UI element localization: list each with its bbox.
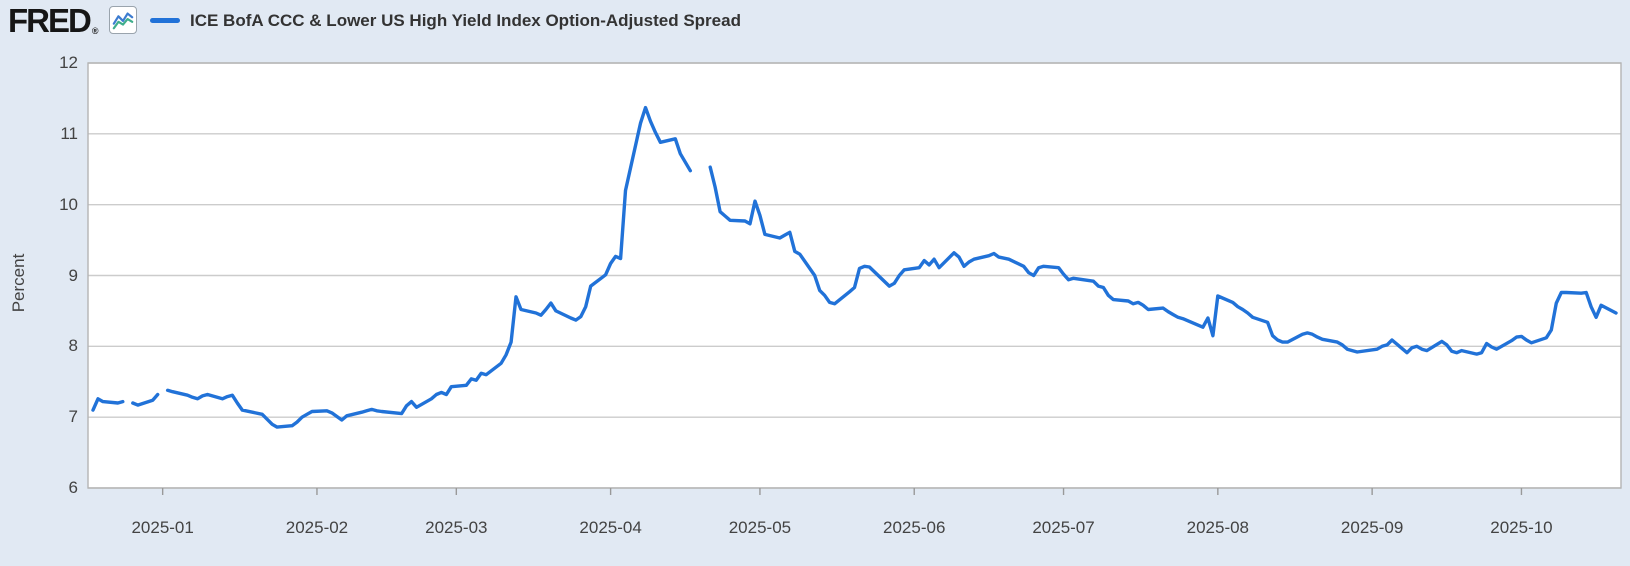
y-tick-label-8: 8 xyxy=(68,336,78,356)
y-tick-label-6: 6 xyxy=(68,478,78,497)
x-tick-label-2025-04: 2025-04 xyxy=(579,518,642,537)
y-tick-label-11: 11 xyxy=(60,123,78,143)
fred-graph-icon xyxy=(109,6,137,34)
x-tick-label-2025-05: 2025-05 xyxy=(728,518,792,537)
x-tick-label-2025-06: 2025-06 xyxy=(883,518,946,537)
series-line xyxy=(131,392,160,407)
y-tick-label-10: 10 xyxy=(59,194,78,214)
series-line xyxy=(708,165,1618,356)
line-chart-icon xyxy=(112,12,134,30)
x-tick-label-2025-09: 2025-09 xyxy=(1340,518,1404,537)
series-line xyxy=(91,397,125,412)
fred-logo: FRED ® xyxy=(8,2,99,40)
y-tick-label-12: 12 xyxy=(59,53,78,72)
series-legend-swatch xyxy=(150,18,180,23)
chart-header: FRED ® ICE BofA CCC & Lower US High Yield… xyxy=(0,0,1630,44)
series-line xyxy=(165,105,692,429)
x-tick-label-2025-07: 2025-07 xyxy=(1032,518,1095,537)
y-tick-label-7: 7 xyxy=(68,407,78,427)
registered-trademark: ® xyxy=(91,26,99,36)
x-tick-label-2025-01: 2025-01 xyxy=(131,518,194,537)
fred-logo-text: FRED xyxy=(8,2,92,39)
series-legend-label: ICE BofA CCC & Lower US High Yield Index… xyxy=(190,11,741,30)
y-tick-label-9: 9 xyxy=(68,265,78,285)
x-tick-label-2025-10: 2025-10 xyxy=(1490,518,1553,537)
x-tick-label-2025-08: 2025-08 xyxy=(1186,518,1250,537)
x-tick-label-2025-03: 2025-03 xyxy=(425,518,488,537)
x-tick-label-2025-02: 2025-02 xyxy=(285,518,349,537)
plot-frame xyxy=(87,62,1622,489)
